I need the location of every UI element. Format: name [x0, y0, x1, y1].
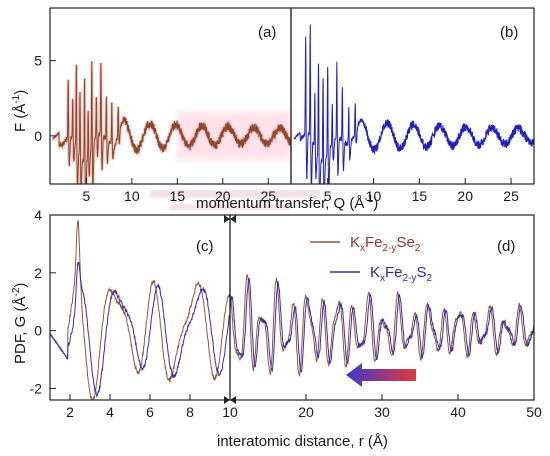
panel-a: 5 10 15 20 25 0 5: [34, 53, 291, 204]
x-tick-label-b: 25: [503, 188, 519, 204]
junction-marker-bottom: [224, 396, 236, 404]
y-axis-label-bottom: PDF, G (Å-2): [11, 283, 29, 364]
series-line-b: [293, 24, 534, 184]
series-line-d-1: [230, 277, 534, 373]
y-tick-label-a: 5: [34, 53, 42, 69]
x-tick-label-b: 5: [324, 188, 332, 204]
x-tick-label-d: 40: [450, 404, 466, 420]
legend: KxFe2-ySe2 KxFe2-yS2: [310, 234, 432, 284]
x-tick-label-c: 4: [106, 404, 114, 420]
ghost-artifact: [150, 190, 320, 210]
series-group-c: [50, 220, 230, 400]
frame-d: [229, 214, 535, 401]
x-tick-label-c: 8: [186, 404, 194, 420]
y-tick-label-c: 0: [34, 323, 42, 339]
legend-label-s: KxFe2-yS2: [370, 264, 432, 284]
x-tick-label-c: 10: [222, 404, 238, 420]
x-tick-label-a: 10: [124, 188, 140, 204]
y-tick-label-c: 2: [34, 265, 42, 281]
x-tick-label-c: 6: [146, 404, 154, 420]
series-line-a: [52, 61, 291, 184]
series-group-a: [51, 61, 291, 184]
x-tick-label-d: 20: [298, 404, 314, 420]
junction-marker-top: [224, 215, 236, 223]
x-tick-label-a: 20: [215, 188, 231, 204]
x-tick-label-a: 25: [260, 188, 276, 204]
x-tick-label-a: 5: [82, 188, 90, 204]
x-tick-label-b: 20: [457, 188, 473, 204]
series-line-c-1: [50, 262, 230, 398]
gradient-arrow: [346, 363, 416, 387]
series-group-b: [293, 24, 534, 184]
panel-d: 20 30 40 50: [230, 274, 542, 420]
panel-label-d: (d): [497, 238, 515, 255]
y-tick-label-a: 0: [34, 128, 42, 144]
x-axis-label-top: momentum transfer, Q (Å-1): [196, 194, 378, 212]
y-axis-label-top: F (Å-1): [11, 90, 29, 132]
legend-label-se: KxFe2-ySe2: [350, 234, 421, 254]
panel-label-a: (a): [258, 24, 276, 41]
x-tick-label-b: 15: [412, 188, 428, 204]
panel-label-c: (c): [196, 238, 214, 255]
x-axis-label-bottom: interatomic distance, r (Å): [217, 433, 388, 450]
x-tick-label-d: 30: [374, 404, 390, 420]
x-tick-label-a: 15: [170, 188, 186, 204]
panel-b: 5 10 15 20 25: [293, 24, 534, 204]
panel-label-b: (b): [500, 24, 518, 41]
x-tick-label-d: 50: [526, 404, 542, 420]
series-group-d: [230, 274, 534, 377]
series-line-c-0: [50, 220, 230, 400]
y-tick-label-c: -2: [30, 380, 43, 396]
y-tick-label-c: 4: [34, 207, 42, 223]
x-tick-label-c: 2: [66, 404, 74, 420]
frame-b: [290, 7, 535, 185]
x-tick-label-b: 10: [366, 188, 382, 204]
